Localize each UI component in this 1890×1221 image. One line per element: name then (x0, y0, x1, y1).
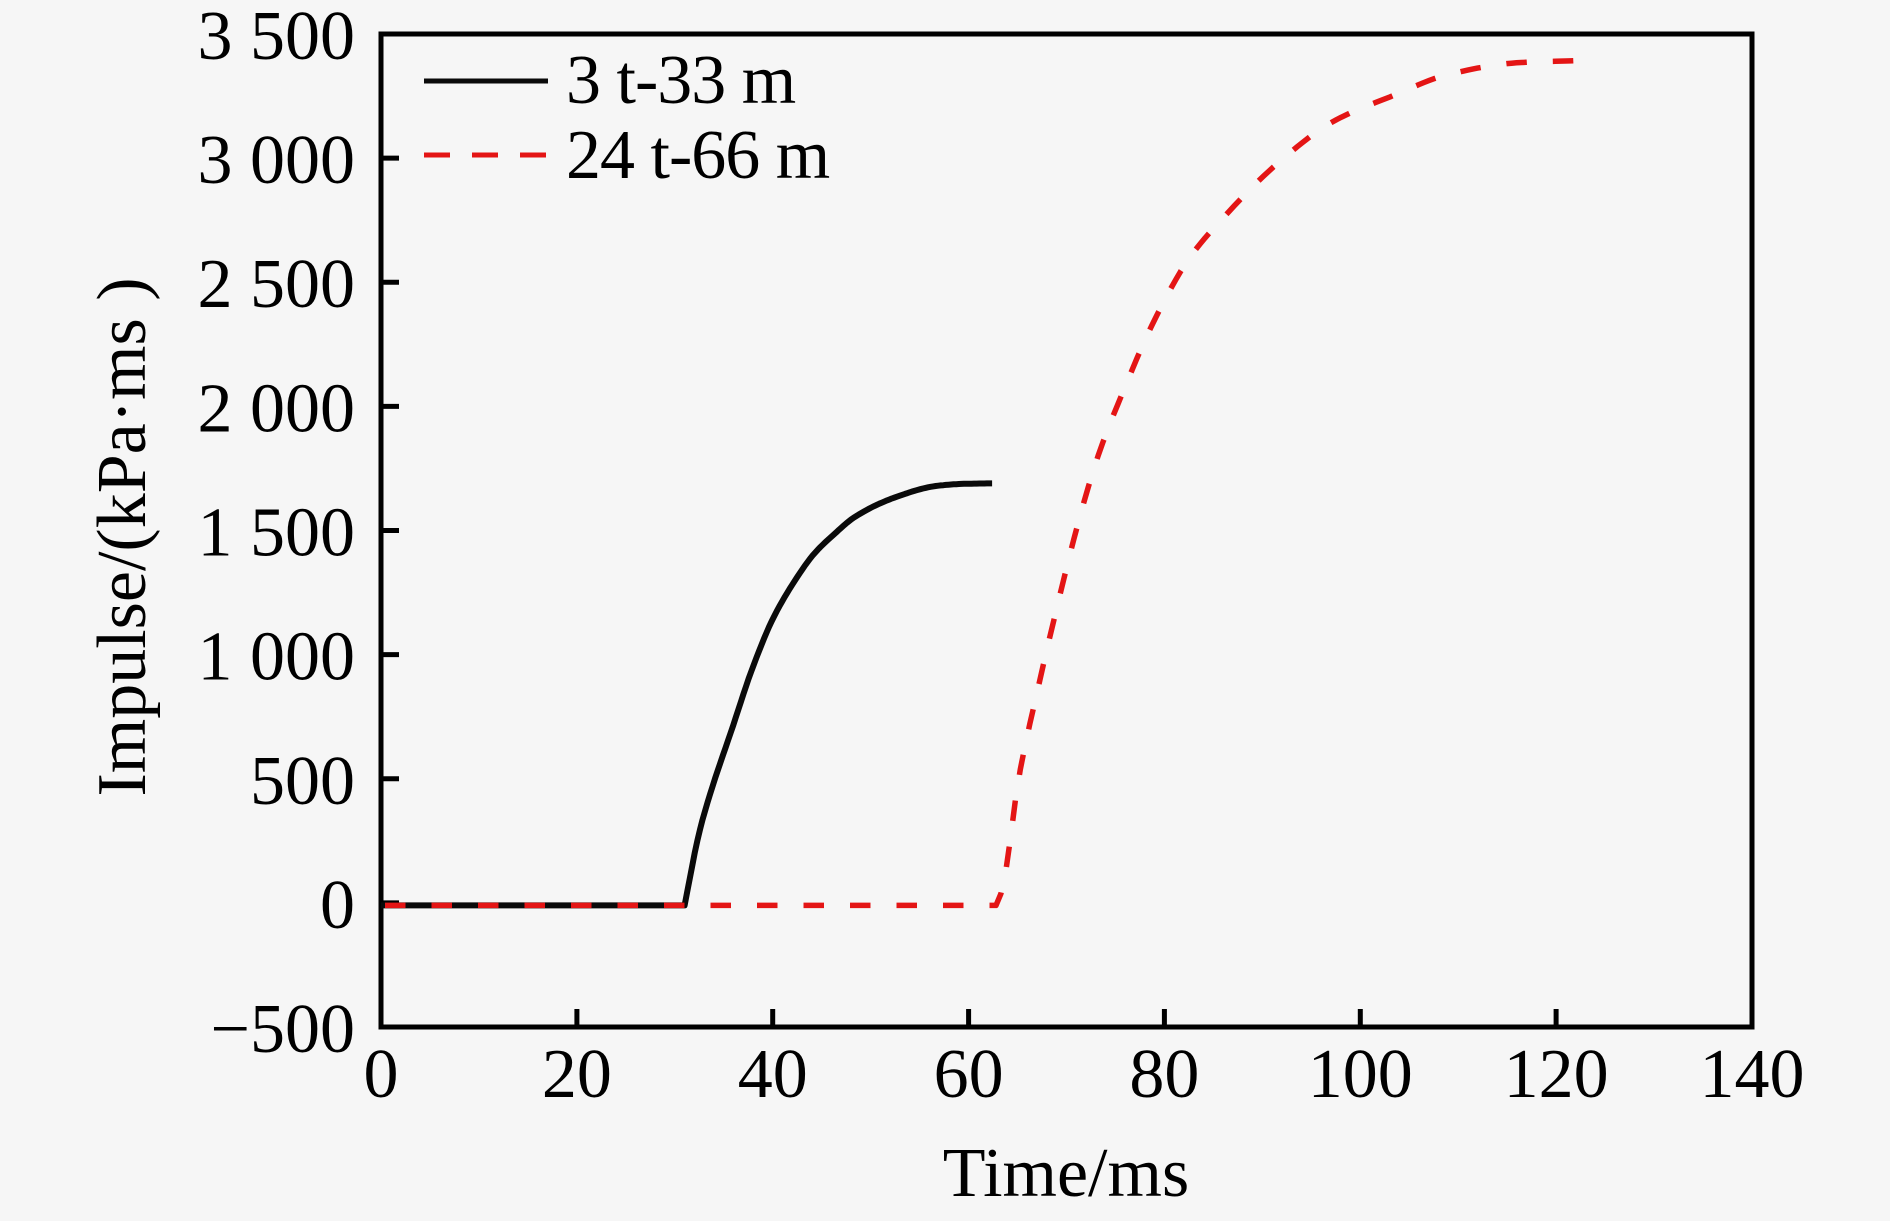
svg-text:0: 0 (320, 867, 355, 944)
svg-text:Impulse/(kPa·ms ): Impulse/(kPa·ms ) (84, 277, 161, 796)
svg-text:140: 140 (1700, 1036, 1805, 1113)
svg-text:3 500: 3 500 (198, 0, 356, 75)
svg-text:−500: −500 (211, 991, 355, 1068)
svg-text:100: 100 (1308, 1036, 1413, 1113)
svg-text:80: 80 (1129, 1036, 1199, 1113)
svg-text:1 000: 1 000 (198, 619, 356, 696)
svg-text:0: 0 (364, 1036, 399, 1113)
svg-text:2 500: 2 500 (198, 246, 356, 323)
svg-text:2 000: 2 000 (198, 370, 356, 447)
svg-text:3 000: 3 000 (198, 122, 356, 199)
svg-text:500: 500 (250, 743, 355, 820)
svg-text:1 500: 1 500 (198, 495, 356, 572)
svg-text:60: 60 (934, 1036, 1004, 1113)
svg-text:20: 20 (542, 1036, 612, 1113)
svg-text:40: 40 (738, 1036, 808, 1113)
svg-text:3 t-33 m: 3 t-33 m (566, 42, 796, 119)
svg-text:24 t-66 m: 24 t-66 m (566, 117, 830, 194)
svg-text:120: 120 (1504, 1036, 1609, 1113)
svg-text:Time/ms: Time/ms (943, 1135, 1189, 1212)
